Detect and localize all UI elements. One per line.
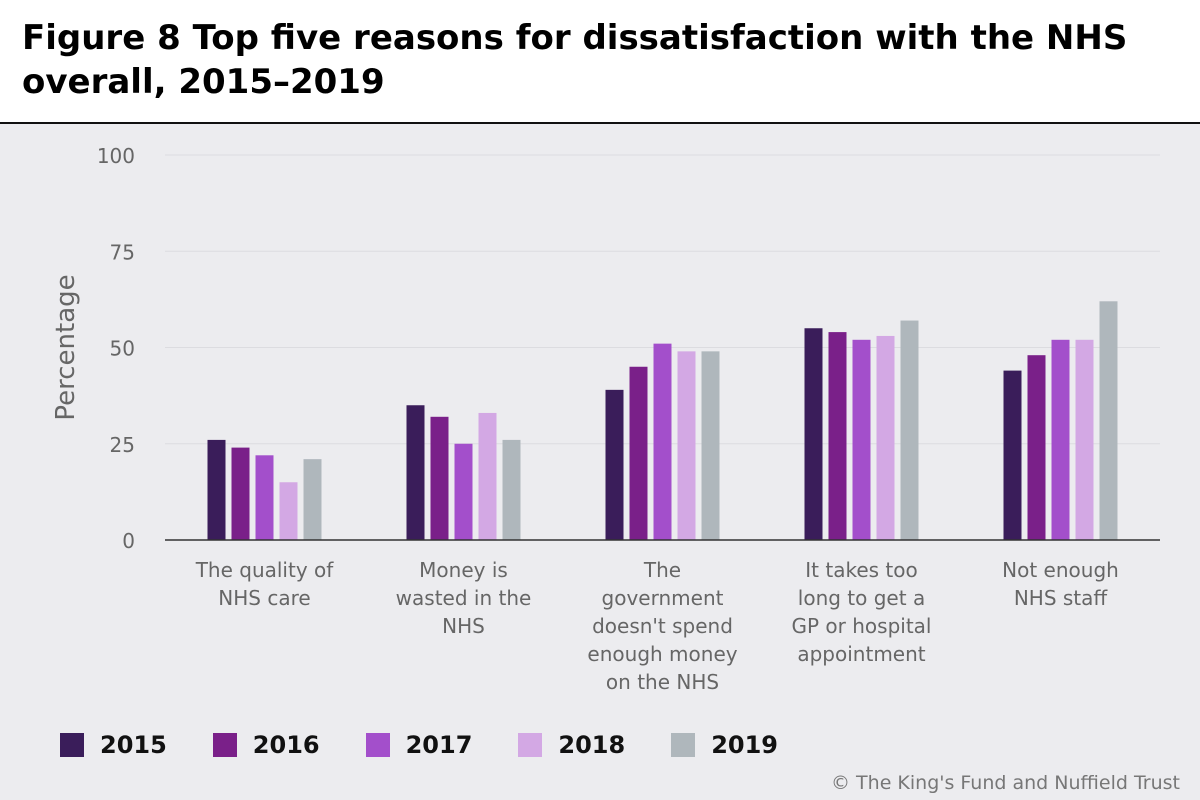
bar-2016-2 (430, 416, 449, 540)
y-axis-label: Percentage (51, 274, 81, 420)
x-tick-label-line: long to get a (798, 586, 925, 610)
bar-2016-5 (1027, 355, 1046, 540)
bar-2017-4 (852, 339, 871, 540)
header: Figure 8 Top five reasons for dissatisfa… (0, 0, 1200, 124)
bar-2017-5 (1051, 339, 1070, 540)
bar-2019-4 (900, 320, 919, 540)
bar-2015-2 (406, 405, 425, 540)
bar-2016-4 (828, 332, 847, 540)
x-tick-label: It takes too long to get a GP or hospital a… (792, 558, 932, 666)
x-tick-label-line: NHS care (218, 586, 310, 610)
bar-2017-1 (255, 455, 274, 540)
bar-chart: 0 25 50 75 100 Percentage The quality of NHS ca… (51, 144, 1160, 694)
legend-label: 2019 (711, 731, 778, 759)
y-tick-label: 0 (122, 529, 135, 553)
x-tick-label-line: NHS staff (1014, 586, 1109, 610)
copyright-notice: © The King's Fund and Nuffield Trust (831, 772, 1180, 794)
y-tick-label: 75 (110, 240, 135, 264)
legend-item-2019: 2019 (671, 731, 778, 759)
bar-2019-1 (303, 459, 322, 540)
bar-2015-1 (207, 439, 226, 540)
legend-label: 2018 (558, 731, 626, 759)
legend-swatch (518, 733, 543, 757)
chart-title: Figure 8 Top five reasons for dissatisfa… (22, 18, 1128, 102)
legend-swatch (212, 733, 237, 757)
x-tick-label-line: appointment (797, 642, 925, 666)
x-tick-label-line: GP or hospital (792, 614, 932, 638)
x-tick-label-line: on the NHS (606, 670, 719, 694)
x-tick-label-line: NHS (442, 614, 485, 638)
x-tick-label-line: doesn't spend (592, 614, 733, 638)
bar-2018-4 (876, 335, 895, 540)
bar-2019-5 (1099, 301, 1118, 540)
legend-label: 2016 (252, 731, 320, 759)
x-tick-label-line: wasted in the (396, 586, 532, 610)
legend-swatch (671, 733, 696, 757)
legend-swatch (365, 733, 390, 757)
bar-2015-3 (605, 389, 624, 540)
bar-2017-3 (653, 343, 672, 540)
bar-2016-3 (629, 366, 648, 540)
x-tick-label: Money is wasted in the NHS (396, 558, 532, 638)
x-tick-label-line: Money is (419, 558, 508, 582)
bar-2018-1 (279, 482, 298, 540)
x-tick-label-line: enough money (587, 642, 737, 666)
y-tick-label: 25 (110, 433, 135, 457)
legend-swatch (60, 733, 84, 757)
legend-label: 2015 (100, 731, 167, 759)
legend-item-2017: 2017 (365, 731, 473, 759)
bar-2015-5 (1003, 370, 1022, 540)
x-tick-label-line: government (602, 586, 724, 610)
bar-2018-3 (677, 351, 696, 540)
bar-2018-5 (1075, 339, 1094, 540)
x-tick-label-line: Not enough (1002, 558, 1119, 582)
x-tick-label: Not enough NHS staff (1002, 558, 1119, 610)
legend-item-2018: 2018 (518, 731, 625, 759)
x-tick-label-line: The (643, 558, 681, 582)
x-tick-label-line: It takes too (805, 558, 917, 582)
bar-2019-3 (701, 351, 720, 540)
bar-2016-1 (231, 447, 250, 540)
bar-2019-2 (502, 439, 521, 540)
x-tick-label: The quality of NHS care (195, 558, 335, 610)
bar-2015-4 (804, 328, 823, 540)
y-tick-label: 100 (97, 144, 135, 168)
legend-label: 2017 (405, 731, 473, 759)
x-tick-label: The government doesn't spend enough money on… (587, 558, 737, 694)
x-tick-label-line: The quality of (195, 558, 335, 582)
legend-item-2016: 2016 (212, 731, 320, 759)
legend-item-2015: 2015 (60, 731, 167, 759)
legend: 2015 2016 2017 2018 2019 (60, 728, 824, 762)
bar-2018-2 (478, 412, 497, 540)
bar-2017-2 (454, 443, 473, 540)
y-tick-label: 50 (110, 337, 135, 361)
